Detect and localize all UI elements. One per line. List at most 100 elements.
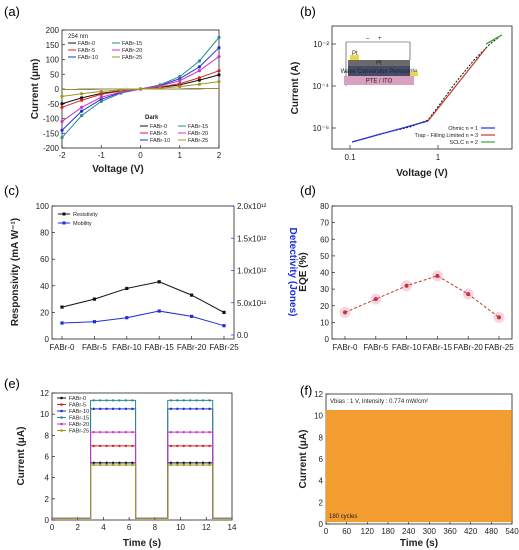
f-xtick-label: 240 [402,527,416,536]
d-xtick-label: FABr-0 [333,343,358,352]
e-point [124,407,128,411]
e-ytick-label: 10 [40,410,49,419]
e-ytick-label: 8 [45,431,50,440]
c-xtick-label: FABr-5 [82,343,107,352]
c-xtick-label: FABr-0 [50,343,75,352]
e-xtick-label: 4 [101,523,106,532]
f-ytick-label: 0 [319,520,324,529]
e-point [92,461,95,465]
a-point [197,59,201,63]
panel-a: (a) -2 -1 0 1 2 -200 -150 -100 -50 0 50 100 150 200 2… [4,4,222,175]
b-xtick-label: 0.1 [344,153,356,162]
e-point [182,399,185,402]
panel-c-axes: FABr-0 FABr-5 FABr-10 FABr-15 FABr-20 FABr-25… [36,202,267,352]
a-xtick-label: -2 [58,151,66,160]
e-point [189,461,192,465]
a-point [60,94,64,98]
e-point [182,444,185,448]
e-legend-marker [60,409,63,413]
e-point [92,407,95,411]
c-y2tick-label: 1.5x10¹² [237,234,267,243]
e-point [195,444,198,448]
e-point [201,399,205,402]
e-point [99,407,102,411]
a-point [80,92,84,96]
c-legend-marker [62,221,66,225]
e-point [201,407,205,411]
b-legend-label: Trap - Filling Limited n = 3 [414,133,478,139]
a-ytick-label: -100 [43,115,60,124]
e-point [189,444,192,448]
e-xtick-label: 8 [153,523,158,532]
a-point [99,95,103,99]
a-xtick-label: 2 [217,151,222,160]
e-legend-marker [60,403,63,406]
e-point [124,399,128,402]
panel-e-xlabel: Time (s) [123,538,161,549]
c-point [222,324,226,328]
inset-layer-mid [348,66,410,76]
e-point [105,407,108,411]
e-point [176,399,179,402]
e-xtick-label: 10 [176,523,185,532]
f-xtick-label: 120 [361,527,375,536]
f-xtick-label: 480 [485,527,499,536]
c-legend-marker [62,212,66,216]
e-point [201,461,205,465]
c-point [92,320,96,324]
a-ytick-label: 50 [50,70,59,79]
e-xtick-label: 12 [202,523,211,532]
e-point [118,461,121,465]
e-point [208,444,211,448]
d-xtick-label: FABr-25 [484,343,514,352]
e-point [182,430,185,434]
e-point [92,399,95,402]
f-ytick-label: 2 [319,498,324,507]
a-point [217,54,221,59]
e-xtick-label: 0 [50,523,55,532]
e-point [99,444,102,448]
panel-c-series [60,280,226,328]
f-ytick-label: 10 [314,412,323,421]
c-legend-label: Mobility [73,221,92,227]
a-legend-dark-label: FABr-25 [188,138,208,144]
panel-f-label: (f) [300,383,312,398]
d-point [466,292,471,297]
panel-b: (b) – + Pt Pt Wave Conversion Perovskite… [290,4,513,179]
e-point [118,399,121,402]
e-legend-marker [60,429,63,432]
e-point [105,444,108,448]
a-legend-dark-label: FABr-10 [150,138,170,144]
c-ytick-label: 40 [40,282,49,291]
d-xtick-label: FABr-5 [363,343,388,352]
e-point [105,463,108,467]
e-point [201,463,205,467]
a-point [197,65,201,69]
e-legend-marker [60,396,63,400]
d-xtick-label: FABr-10 [392,343,422,352]
panel-a-ylabel: Current (μm) [30,59,41,120]
e-point [131,407,134,411]
panel-b-xlabel: Voltage (V) [396,168,447,179]
a-point [80,113,84,118]
e-point [99,461,102,465]
panel-a-series [60,35,221,140]
c-series-Resistivity [61,281,225,313]
c-point [190,293,194,297]
b-legend-label: SCLC n = 2 [449,140,478,146]
f-xtick-label: 360 [443,527,457,536]
e-series-FABr-5 [52,445,232,519]
panel-c-legend: Resistivity Mobility [58,212,98,227]
e-point [92,444,95,448]
e-point [105,461,108,465]
e-point [118,444,121,448]
e-series-FABr-0 [52,462,232,519]
a-point [197,69,201,73]
f-xtick-label: 420 [464,527,478,536]
e-point [208,430,211,434]
a-legend-dark-label: FABr-20 [188,131,208,137]
e-point [201,430,205,434]
e-point [131,444,134,448]
e-point [201,444,205,448]
